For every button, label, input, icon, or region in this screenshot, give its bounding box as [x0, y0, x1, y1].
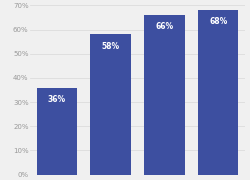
Text: 66%: 66%	[155, 22, 174, 31]
Bar	[144, 15, 184, 175]
Text: 58%: 58%	[102, 42, 120, 51]
Bar	[90, 34, 131, 175]
Text: 36%: 36%	[48, 95, 66, 104]
Bar	[198, 10, 238, 175]
Text: 68%: 68%	[209, 17, 227, 26]
Bar	[37, 88, 77, 175]
